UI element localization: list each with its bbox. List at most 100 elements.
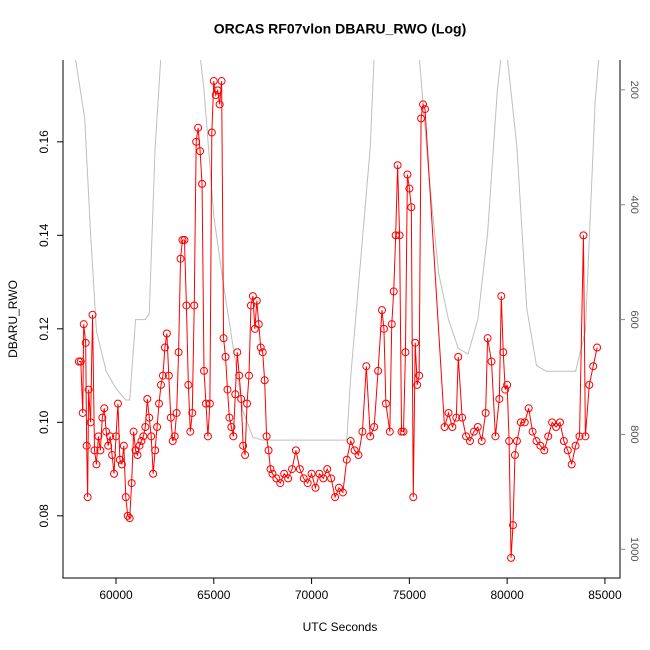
data-point (106, 432, 115, 441)
data-point (123, 511, 132, 520)
data-point (178, 235, 187, 244)
data-point (110, 469, 119, 478)
data-point (555, 418, 564, 427)
y-tick-label: 0.16 (37, 130, 51, 154)
data-point (79, 320, 88, 329)
y-tick-label: 0.14 (37, 223, 51, 247)
data-point (331, 493, 340, 502)
data-point (548, 418, 557, 427)
data-point (377, 306, 386, 315)
data-point (483, 334, 492, 343)
data-point (82, 441, 91, 450)
data-point (462, 432, 471, 441)
data-point (366, 432, 375, 441)
y-tick-label: 0.12 (37, 317, 51, 341)
data-point (223, 385, 232, 394)
data-point (268, 469, 277, 478)
data-point (507, 553, 516, 562)
data-point (291, 446, 300, 455)
data-point (121, 493, 130, 502)
data-point (399, 427, 408, 436)
data-point (86, 418, 95, 427)
data-point (323, 465, 332, 474)
data-point (350, 446, 359, 455)
data-point (260, 376, 269, 385)
data-point (143, 394, 152, 403)
data-point (239, 441, 248, 450)
y2-tick-label: 600 (628, 310, 640, 328)
x-tick-label: 75000 (393, 588, 427, 602)
data-point (127, 479, 136, 488)
data-point (137, 437, 146, 446)
data-point (411, 338, 420, 347)
data-point (413, 380, 422, 389)
data-point (419, 100, 428, 109)
data-point (215, 100, 224, 109)
data-point (510, 451, 519, 460)
data-point (370, 422, 379, 431)
data-point (503, 380, 512, 389)
y2-tick-label: 200 (628, 81, 640, 99)
data-point (311, 483, 320, 492)
data-point (227, 422, 236, 431)
data-point (481, 408, 490, 417)
data-point (571, 441, 580, 450)
data-point (593, 343, 602, 352)
data-point (452, 413, 461, 422)
data-point (166, 413, 175, 422)
data-point (338, 488, 347, 497)
data-point (153, 422, 162, 431)
data-point (203, 432, 212, 441)
data-point (135, 441, 144, 450)
data-point (194, 123, 203, 132)
data-point (158, 371, 167, 380)
data-point (241, 451, 250, 460)
data-point (362, 362, 371, 371)
data-point (90, 446, 99, 455)
data-point (258, 348, 267, 357)
data-point (196, 147, 205, 156)
data-point (117, 460, 126, 469)
data-point (235, 371, 244, 380)
y-axis-label: DBARU_RWO (6, 280, 20, 358)
data-point (417, 114, 426, 123)
data-point (164, 371, 173, 380)
data-point (497, 292, 506, 301)
data-point (151, 446, 160, 455)
y2-tick-label: 800 (628, 425, 640, 443)
data-point (524, 404, 533, 413)
data-point (381, 399, 390, 408)
data-point (244, 371, 253, 380)
data-point (501, 385, 510, 394)
data-point (346, 437, 355, 446)
data-point (198, 179, 207, 188)
data-point (307, 469, 316, 478)
data-point (141, 422, 150, 431)
data-point (477, 437, 486, 446)
data-point (276, 479, 285, 488)
data-point (119, 441, 128, 450)
data-point (520, 418, 529, 427)
data-point (112, 432, 121, 441)
data-point (162, 329, 171, 338)
data-point (213, 86, 222, 95)
data-point (252, 296, 261, 305)
data-point (334, 483, 343, 492)
data-point (540, 446, 549, 455)
data-point (108, 451, 117, 460)
data-point (303, 479, 312, 488)
data-point (391, 231, 400, 240)
data-point (174, 348, 183, 357)
data-point (184, 380, 193, 389)
data-point (225, 413, 234, 422)
data-point (567, 460, 576, 469)
data-point (74, 357, 83, 366)
data-point (272, 474, 281, 483)
data-point (168, 437, 177, 446)
x-tick-label: 60000 (99, 588, 133, 602)
data-point (495, 394, 504, 403)
data-point (262, 432, 271, 441)
data-point (88, 310, 97, 319)
data-point (354, 451, 363, 460)
data-point (579, 231, 588, 240)
